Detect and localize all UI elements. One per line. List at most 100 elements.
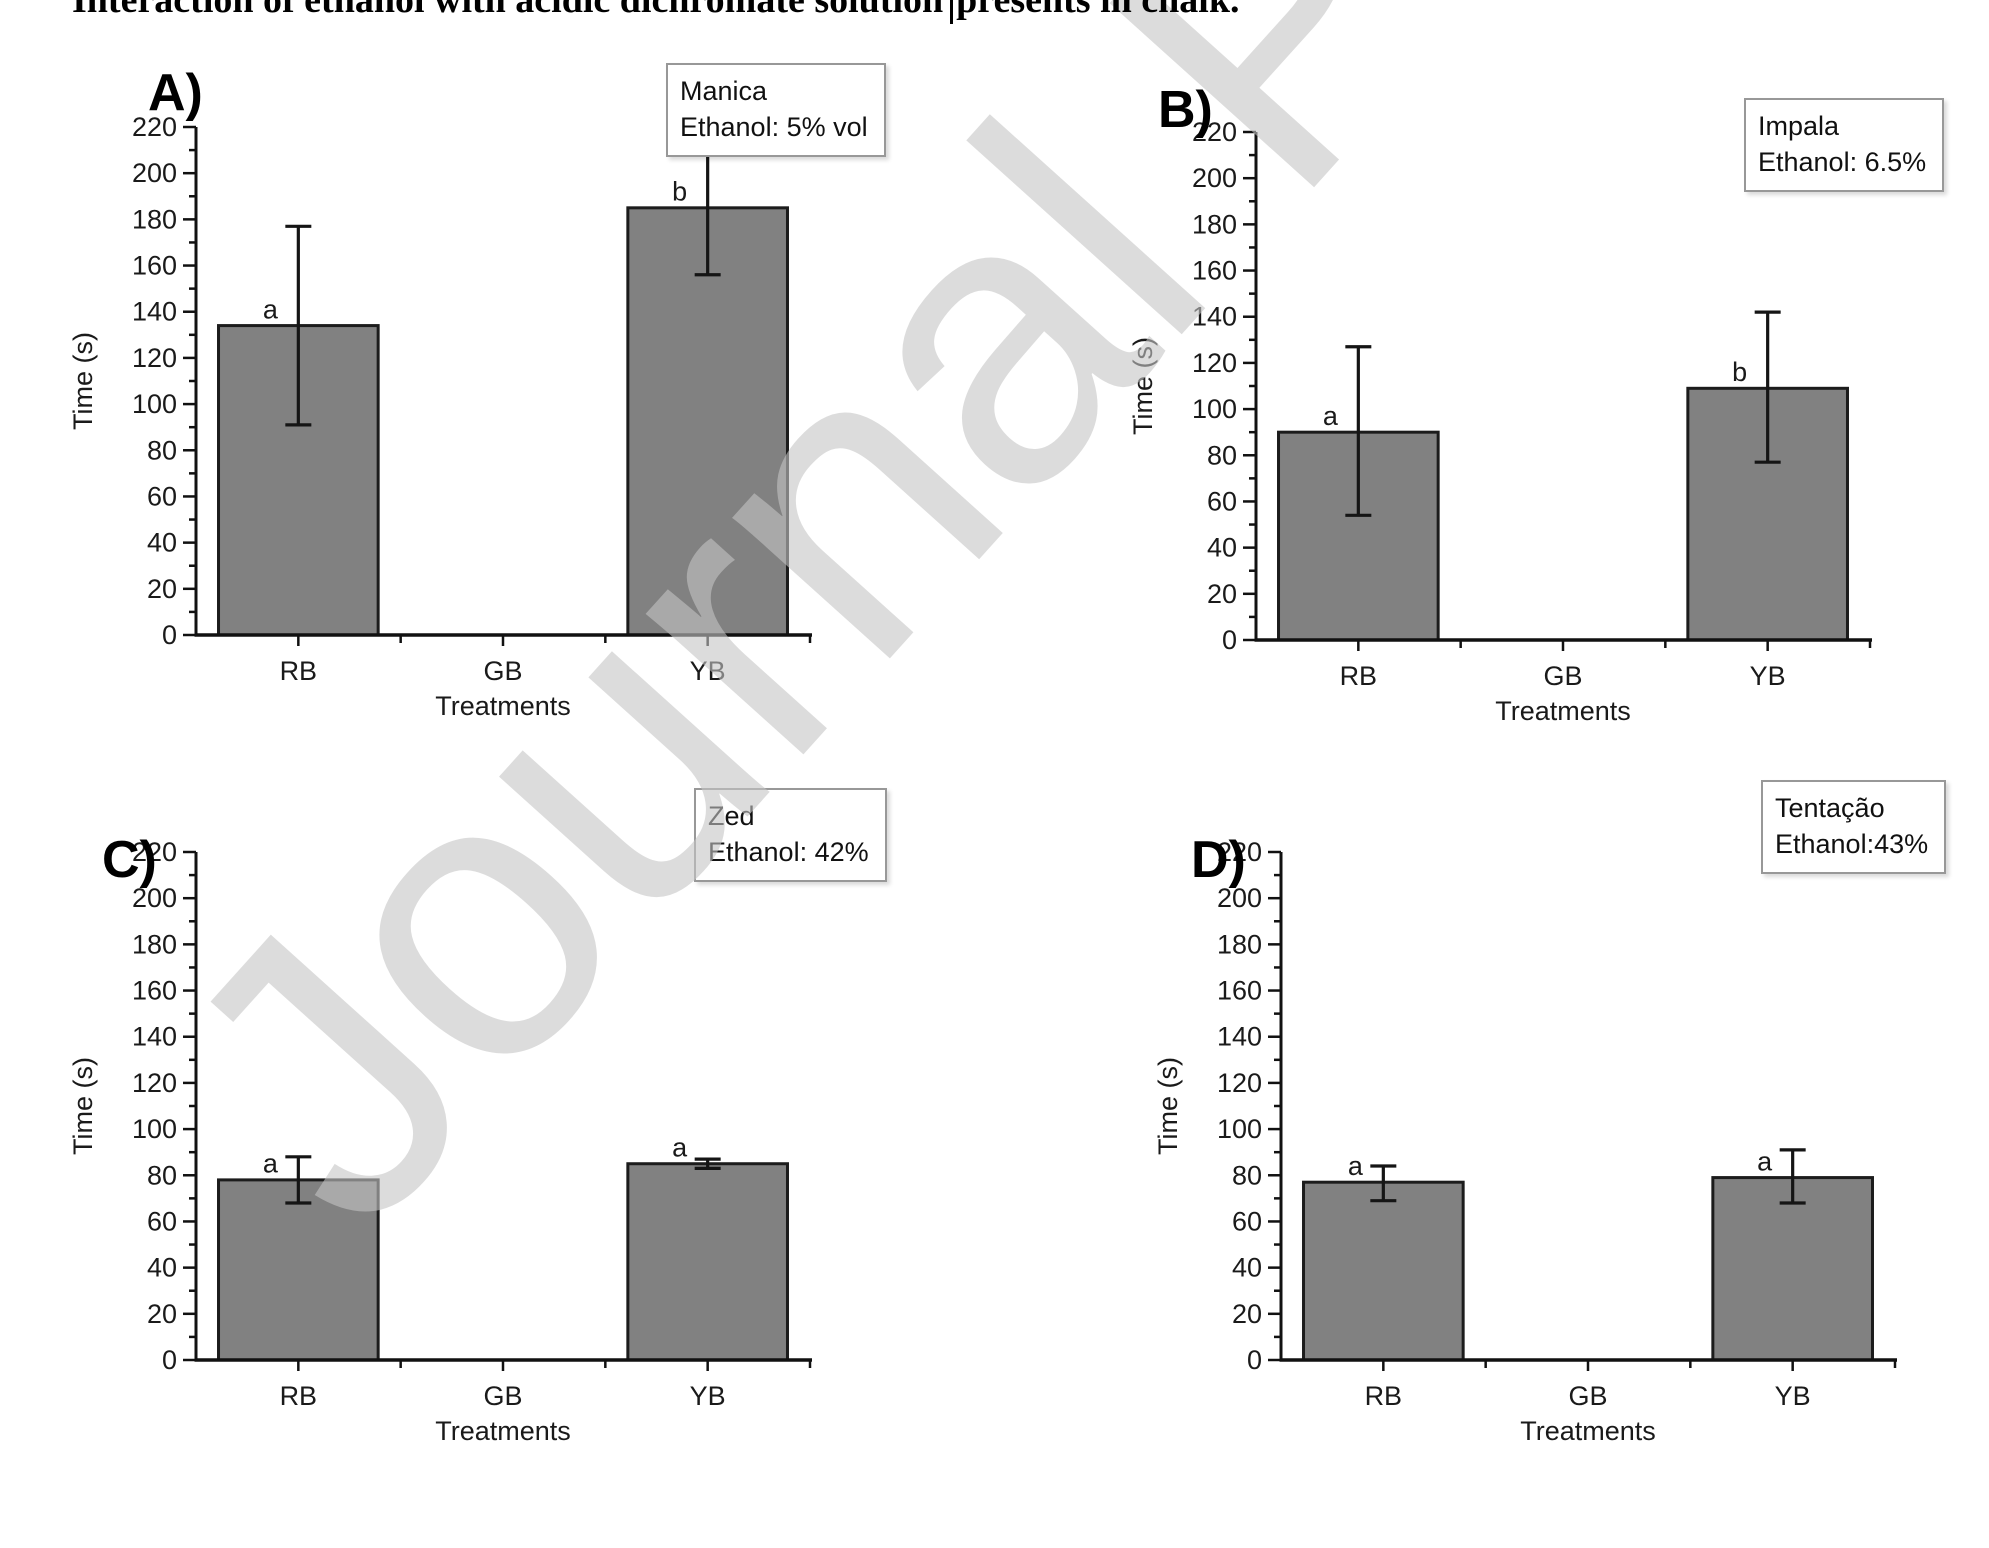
y-tick-label: 220 — [1217, 837, 1262, 867]
chart-panel-c: C) Zed Ethanol: 42% a a 0 20 40 60 80 100 120 140… — [60, 780, 887, 1480]
legend-ethanol-content: Ethanol:43% — [1775, 829, 1929, 859]
chart-panel-d: D) Tentação Ethanol:43% a a 0 20 40 60 80 100 12… — [1145, 780, 1965, 1480]
x-tick-label-YB: YB — [690, 1381, 726, 1411]
y-tick-label: 140 — [132, 1022, 177, 1052]
bar-chart-a: a b 0 20 40 60 80 100 120 140 160 180 200 220 RB GB YB Tr… — [68, 112, 812, 721]
y-tick-label: 220 — [1192, 117, 1237, 147]
sig-label-YB: a — [1757, 1146, 1773, 1176]
y-tick-label: 40 — [147, 528, 177, 558]
legend-product-name: Zed — [708, 801, 755, 831]
bar-chart-b: a b 0 20 40 60 80 100 120 140 160 180 200 220 RB GB YB Tr… — [1128, 117, 1872, 726]
y-tick-label: 140 — [132, 297, 177, 327]
legend-box-c: Zed Ethanol: 42% — [694, 788, 887, 882]
y-tick-label: 140 — [1217, 1022, 1262, 1052]
y-tick-label: 40 — [1232, 1253, 1262, 1283]
x-tick-label-GB: GB — [483, 656, 522, 686]
axis-title-x: Treatments — [1495, 696, 1631, 726]
axis-title-y: Time (s) — [1128, 337, 1158, 435]
panel-label-c: C) — [102, 831, 157, 889]
x-tick-label-GB: GB — [1543, 661, 1582, 691]
y-tick-label: 200 — [132, 158, 177, 188]
y-tick-label: 40 — [1207, 533, 1237, 563]
y-tick-label: 180 — [132, 929, 177, 959]
legend-box-b: Impala Ethanol: 6.5% — [1744, 98, 1945, 192]
sig-label-YB: b — [672, 177, 687, 207]
y-tick-label: 120 — [132, 1068, 177, 1098]
caption-text-after: presents in chalk. — [956, 0, 1240, 21]
y-tick-label: 120 — [132, 343, 177, 373]
y-tick-label: 0 — [162, 1345, 177, 1375]
figure-caption: Interaction of ethanol with acidic dichr… — [72, 0, 1239, 24]
y-tick-label: 100 — [132, 1114, 177, 1144]
sig-label-RB: a — [263, 294, 279, 324]
y-tick-label: 140 — [1192, 302, 1237, 332]
y-tick-label: 20 — [147, 1299, 177, 1329]
legend-ethanol-content: Ethanol: 6.5% — [1758, 147, 1927, 177]
y-tick-label: 180 — [1192, 209, 1237, 239]
bar-RB — [1302, 1180, 1465, 1362]
y-tick-label: 160 — [132, 976, 177, 1006]
legend-box-d: Tentação Ethanol:43% — [1761, 780, 1947, 874]
chart-panel-a: A) Manica Ethanol: 5% vol a b 0 20 40 60 80 100… — [60, 55, 886, 755]
y-tick-label: 100 — [132, 389, 177, 419]
sig-label-RB: a — [1323, 401, 1339, 431]
sig-label-RB: a — [263, 1149, 279, 1179]
caption-text-before: Interaction of ethanol with acidic dichr… — [72, 0, 944, 21]
y-tick-label: 220 — [132, 112, 177, 142]
y-tick-label: 220 — [132, 837, 177, 867]
axis-title-y: Time (s) — [68, 1057, 98, 1155]
y-tick-label: 0 — [162, 620, 177, 650]
axis-title-x: Treatments — [435, 1416, 571, 1446]
y-tick-label: 160 — [132, 251, 177, 281]
y-tick-label: 60 — [1232, 1206, 1262, 1236]
y-tick-label: 200 — [1192, 163, 1237, 193]
y-tick-label: 60 — [147, 481, 177, 511]
y-tick-label: 120 — [1217, 1068, 1262, 1098]
axis-title-y: Time (s) — [68, 332, 98, 430]
y-tick-label: 60 — [147, 1206, 177, 1236]
x-tick-label-YB: YB — [1775, 1381, 1811, 1411]
y-tick-label: 20 — [1232, 1299, 1262, 1329]
text-cursor — [950, 0, 954, 24]
y-tick-label: 0 — [1222, 625, 1237, 655]
legend-product-name: Tentação — [1775, 793, 1885, 823]
y-tick-label: 160 — [1217, 976, 1262, 1006]
sig-label-YB: b — [1732, 357, 1747, 387]
legend-product-name: Impala — [1758, 111, 1840, 141]
legend-box-a: Manica Ethanol: 5% vol — [666, 63, 886, 157]
sig-label-YB: a — [672, 1133, 688, 1163]
axis-title-x: Treatments — [435, 691, 571, 721]
axis-title-x: Treatments — [1520, 1416, 1656, 1446]
x-tick-label-RB: RB — [280, 656, 318, 686]
sig-label-RB: a — [1348, 1151, 1364, 1181]
y-tick-label: 180 — [1217, 929, 1262, 959]
bar-YB — [626, 1162, 789, 1362]
y-tick-label: 80 — [1207, 440, 1237, 470]
y-tick-label: 160 — [1192, 256, 1237, 286]
bar-chart-d: a a 0 20 40 60 80 100 120 140 160 180 200 220 RB GB YB Tr… — [1153, 837, 1897, 1446]
legend-ethanol-content: Ethanol: 42% — [708, 837, 869, 867]
x-tick-label-GB: GB — [1568, 1381, 1607, 1411]
x-tick-label-YB: YB — [1750, 661, 1786, 691]
x-tick-label-RB: RB — [1340, 661, 1378, 691]
axis-title-y: Time (s) — [1153, 1057, 1183, 1155]
x-tick-label-RB: RB — [1365, 1381, 1403, 1411]
x-tick-label-GB: GB — [483, 1381, 522, 1411]
panel-label-d: D) — [1191, 831, 1246, 889]
y-tick-label: 200 — [132, 883, 177, 913]
bar-chart-c: a a 0 20 40 60 80 100 120 140 160 180 200 220 RB GB YB Tr… — [68, 837, 812, 1446]
y-tick-label: 120 — [1192, 348, 1237, 378]
x-tick-label-YB: YB — [690, 656, 726, 686]
chart-panel-b: B) Impala Ethanol: 6.5% a b 0 20 40 60 80 100 12… — [1120, 60, 1945, 760]
y-tick-label: 20 — [1207, 579, 1237, 609]
panel-label-a: A) — [148, 64, 203, 122]
y-tick-label: 60 — [1207, 486, 1237, 516]
panel-label-b: B) — [1158, 81, 1213, 139]
y-tick-label: 80 — [147, 435, 177, 465]
y-tick-label: 100 — [1217, 1114, 1262, 1144]
legend-ethanol-content: Ethanol: 5% vol — [680, 112, 868, 142]
y-tick-label: 200 — [1217, 883, 1262, 913]
x-tick-label-RB: RB — [280, 1381, 318, 1411]
y-tick-label: 20 — [147, 574, 177, 604]
y-tick-label: 0 — [1247, 1345, 1262, 1375]
